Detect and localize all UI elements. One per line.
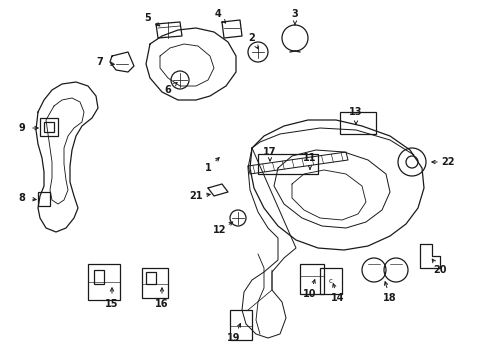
Text: 12: 12 [213, 225, 226, 235]
Bar [146, 272, 156, 284]
Text: 20: 20 [432, 265, 446, 275]
Bar [319, 268, 341, 294]
Bar [142, 268, 168, 298]
Text: 17: 17 [263, 147, 276, 157]
Text: 16: 16 [155, 299, 168, 309]
Text: 21: 21 [189, 191, 203, 201]
Text: 6: 6 [164, 85, 171, 95]
Text: 13: 13 [348, 107, 362, 117]
Text: 15: 15 [105, 299, 119, 309]
Text: 18: 18 [383, 293, 396, 303]
Text: 9: 9 [19, 123, 25, 133]
Text: 2: 2 [248, 33, 255, 43]
Bar [339, 112, 375, 134]
Bar [258, 154, 317, 174]
Bar [94, 270, 104, 284]
Bar [40, 118, 58, 136]
Bar [88, 264, 120, 300]
Text: 11: 11 [303, 153, 316, 163]
Text: 10: 10 [303, 289, 316, 299]
Text: 8: 8 [19, 193, 25, 203]
Bar [38, 192, 50, 206]
Bar [229, 310, 251, 340]
Bar [44, 122, 54, 132]
Text: 5: 5 [144, 13, 151, 23]
Text: 22: 22 [440, 157, 454, 167]
Text: 19: 19 [227, 333, 240, 343]
Text: 1: 1 [204, 163, 211, 173]
Text: 14: 14 [330, 293, 344, 303]
Text: 4: 4 [214, 9, 221, 19]
Text: 7: 7 [97, 57, 103, 67]
Text: c: c [328, 278, 332, 284]
Text: 3: 3 [291, 9, 298, 19]
Bar [299, 264, 324, 294]
